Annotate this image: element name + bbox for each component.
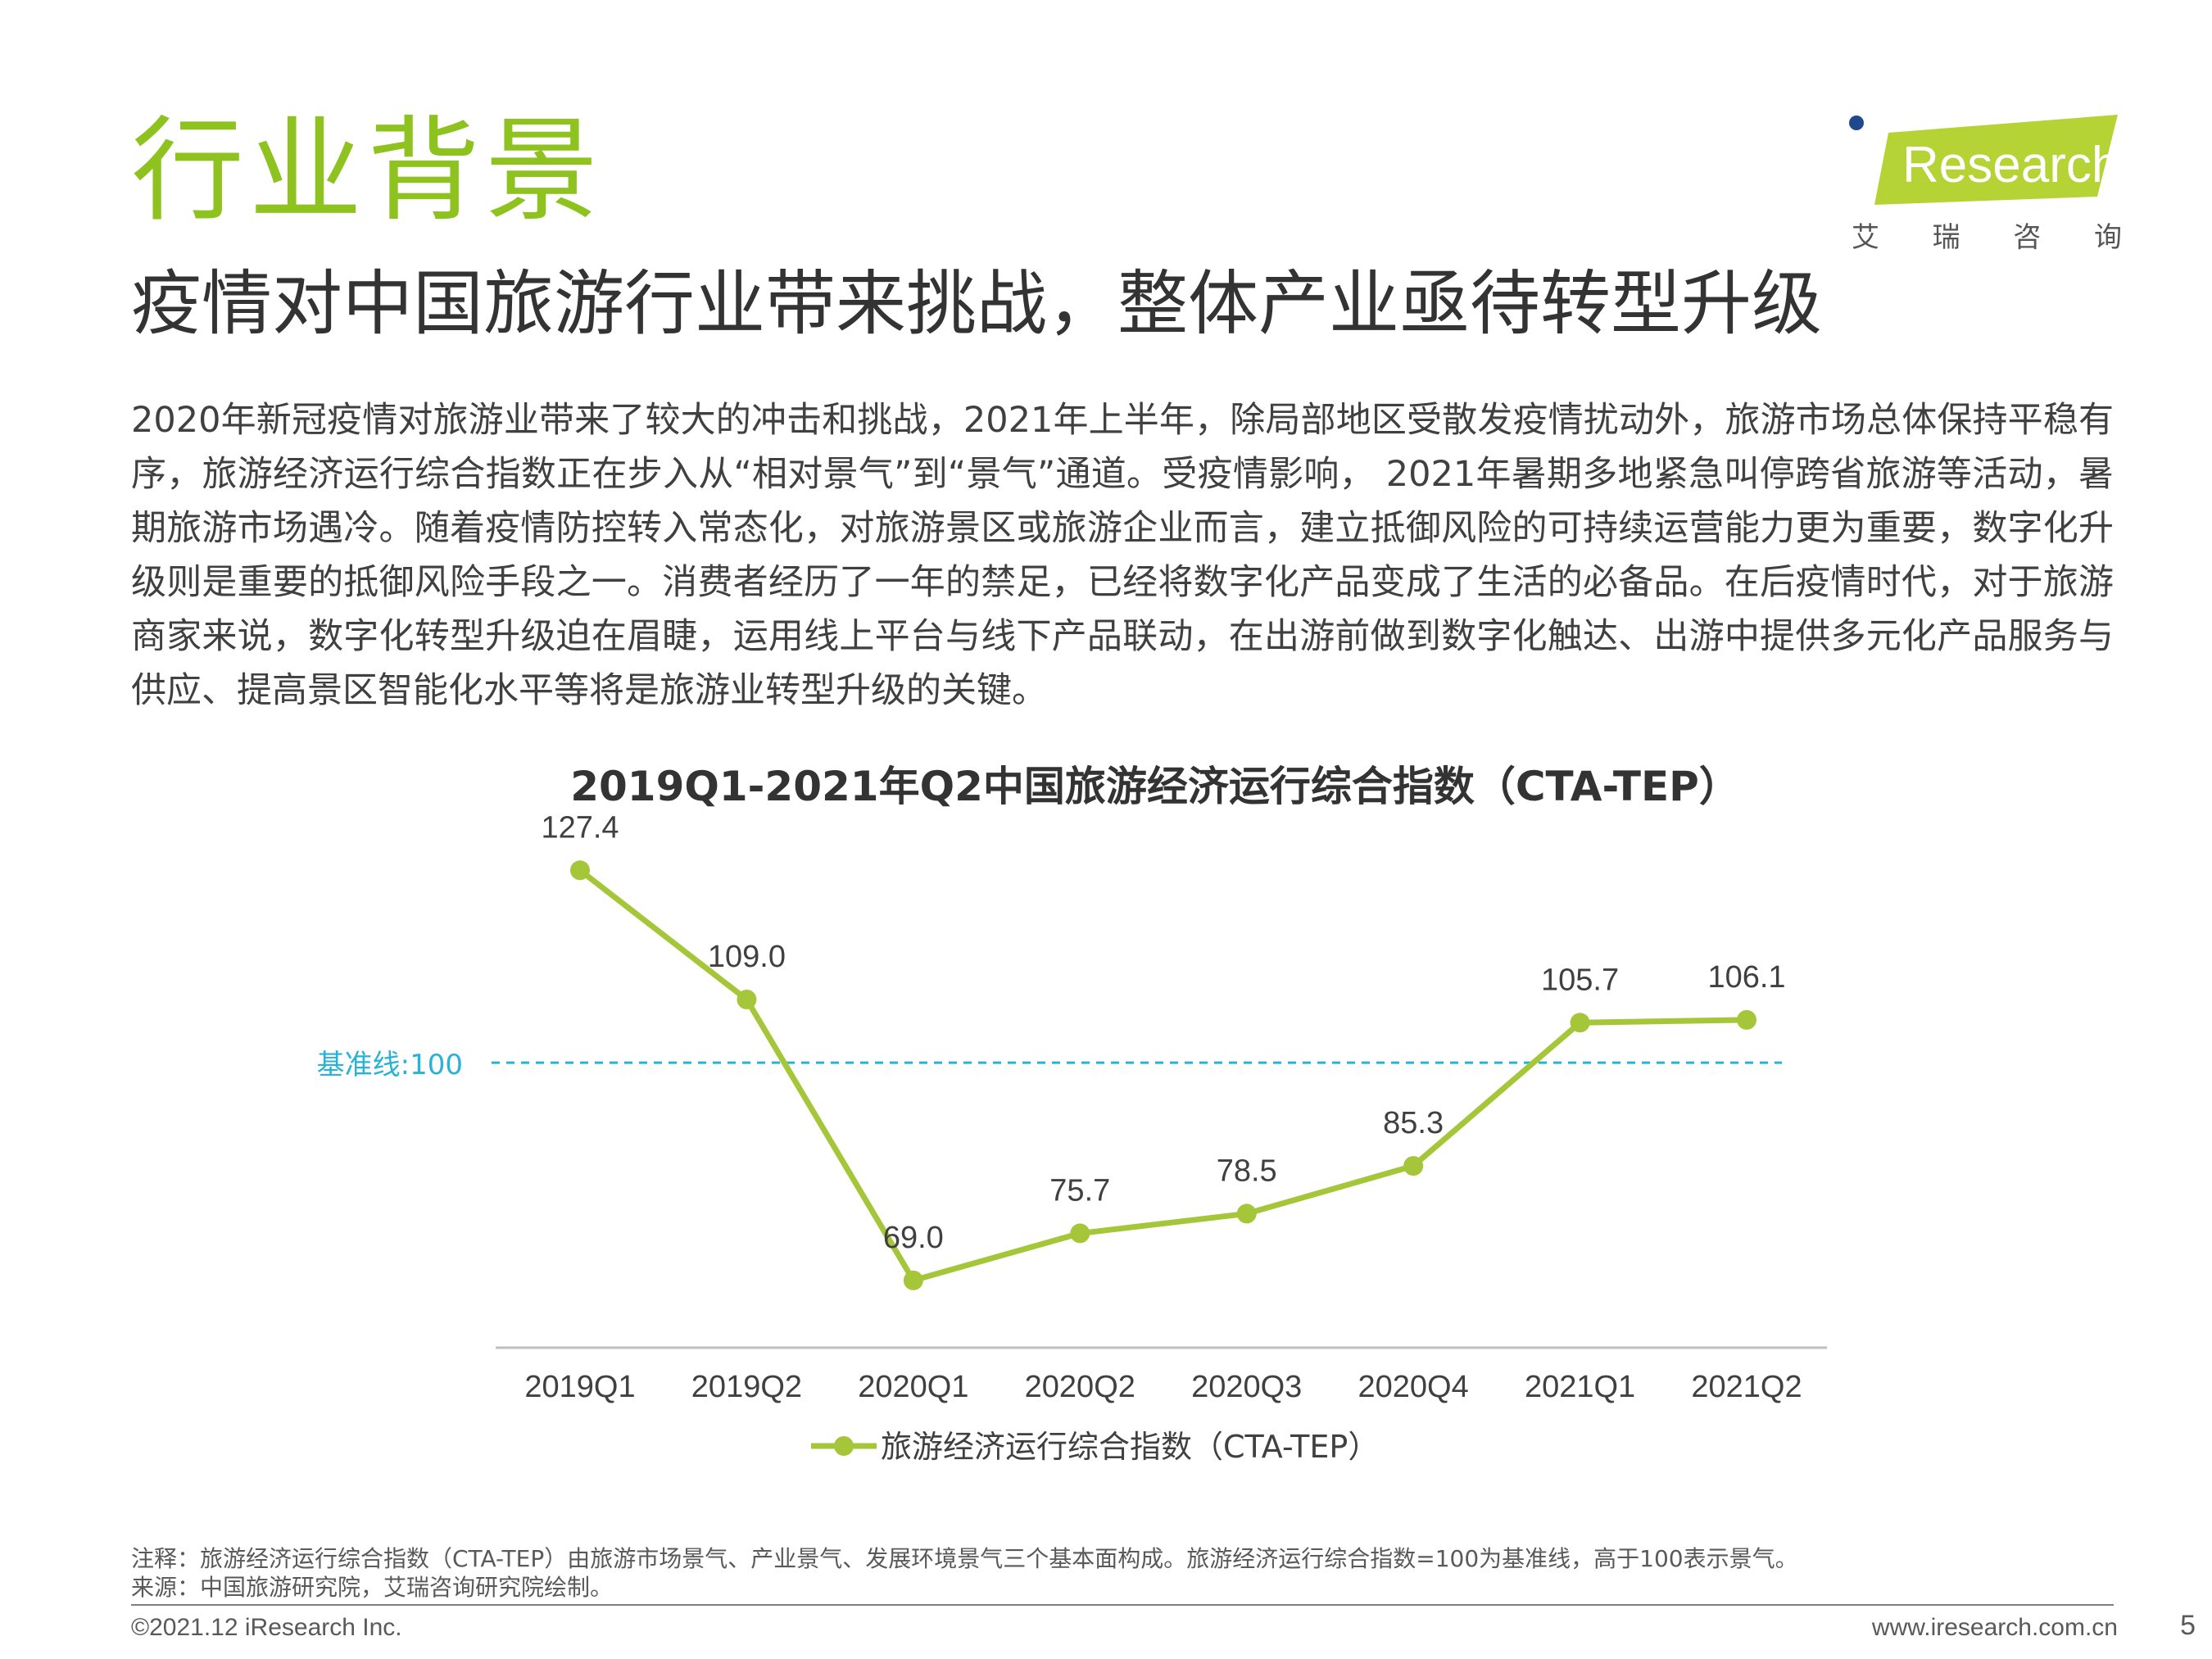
legend-point-marker (834, 1436, 854, 1456)
data-point (570, 860, 590, 881)
x-tick-label: 2020Q1 (858, 1370, 968, 1404)
data-label: 69.0 (883, 1221, 944, 1255)
series-line (578, 868, 1747, 1284)
x-tick-labels: 2019Q1 2019Q2 2020Q1 2020Q2 2020Q3 2020Q4 2021… (524, 1370, 1802, 1404)
data-point (1403, 1156, 1424, 1176)
data-point (1236, 1203, 1257, 1224)
series-group: 127.4 109.0 69.0 75.7 78.5 85.3 105.7 106.1 (541, 810, 1786, 1290)
reference-line-label: 基准线:100 (317, 1049, 463, 1081)
logo-shape (1874, 115, 2118, 205)
chart-title: 2019Q1-2021年Q2中国旅游经济运行综合指数（CTA-TEP） (570, 763, 1740, 810)
data-point (1570, 1013, 1590, 1033)
logo-i-icon (1849, 116, 1864, 180)
logo-text: Research (1902, 137, 2120, 193)
logo-sub-char: 询 (2093, 221, 2122, 254)
section-title: 行业背景 (131, 105, 604, 237)
x-tick-label: 2019Q1 (524, 1370, 635, 1404)
x-tick-label: 2020Q4 (1358, 1370, 1469, 1404)
page-number: 5 (2180, 1610, 2196, 1641)
data-label: 75.7 (1049, 1173, 1110, 1208)
logo-subtitle: 艾 瑞 咨 询 (1852, 215, 2122, 255)
x-tick-label: 2021Q1 (1525, 1370, 1635, 1404)
footer-divider (131, 1604, 2114, 1606)
data-point (1070, 1223, 1090, 1244)
data-point (1737, 1009, 1756, 1030)
source-text: 来源：中国旅游研究院，艾瑞咨询研究院绘制。 (131, 1574, 614, 1601)
x-tick-label: 2020Q3 (1191, 1370, 1302, 1404)
x-tick-label: 2021Q2 (1691, 1370, 1802, 1404)
legend: 旅游经济运行综合指数（CTA-TEP） (811, 1429, 1379, 1465)
reference-line-group: 基准线:100 (317, 1049, 1782, 1081)
data-label: 106.1 (1707, 960, 1785, 995)
data-label: 85.3 (1383, 1106, 1444, 1140)
data-label: 127.4 (541, 810, 619, 845)
logo-sub-char: 咨 (2013, 221, 2042, 254)
logo-badge: Research (1843, 115, 2120, 205)
legend-label: 旅游经济运行综合指数（CTA-TEP） (881, 1429, 1379, 1465)
data-label: 109.0 (708, 940, 786, 974)
data-label: 105.7 (1541, 963, 1619, 997)
body-paragraph: 2020年新冠疫情对旅游业带来了较大的冲击和挑战，2021年上半年，除局部地区受… (131, 400, 2114, 711)
website-text: www.iresearch.com.cn (1871, 1614, 2118, 1641)
data-point (737, 990, 757, 1009)
logo-sub-char: 艾 (1852, 221, 1879, 254)
data-point (903, 1270, 923, 1290)
headline: 疫情对中国旅游行业带来挑战，整体产业亟待转型升级 (131, 263, 1822, 345)
data-label: 78.5 (1217, 1154, 1277, 1188)
x-tick-label: 2019Q2 (691, 1370, 802, 1404)
x-tick-label: 2020Q2 (1025, 1370, 1135, 1404)
iresearch-logo: Research 艾 瑞 咨 询 (1827, 115, 2122, 254)
logo-sub-char: 瑞 (1932, 221, 1960, 254)
copyright-text: ©2021.12 iResearch Inc. (131, 1614, 402, 1641)
note-text: 注释：旅游经济运行综合指数（CTA-TEP）由旅游市场景气、产业景气、发展环境景… (131, 1545, 1798, 1572)
